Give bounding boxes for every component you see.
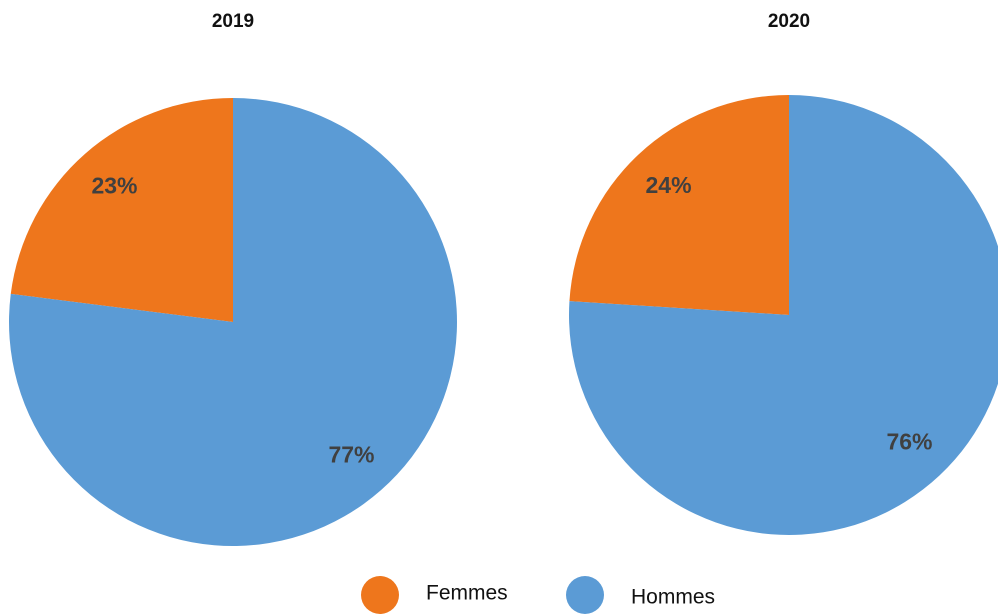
legend-marker <box>566 576 604 614</box>
chart-title: 2019 <box>212 11 254 32</box>
value-label: 76% <box>886 428 932 454</box>
legend-marker <box>361 576 399 614</box>
legend-label: Hommes <box>631 586 715 609</box>
value-label: 24% <box>645 172 691 198</box>
value-label: 77% <box>328 441 374 467</box>
pie-slice <box>569 95 789 315</box>
value-label: 23% <box>91 173 137 199</box>
pie-slice <box>9 98 458 546</box>
legend-label: Femmes <box>426 582 508 605</box>
chart-title: 2020 <box>768 11 810 32</box>
pie-slice <box>10 98 233 322</box>
pie-slice <box>569 95 998 535</box>
